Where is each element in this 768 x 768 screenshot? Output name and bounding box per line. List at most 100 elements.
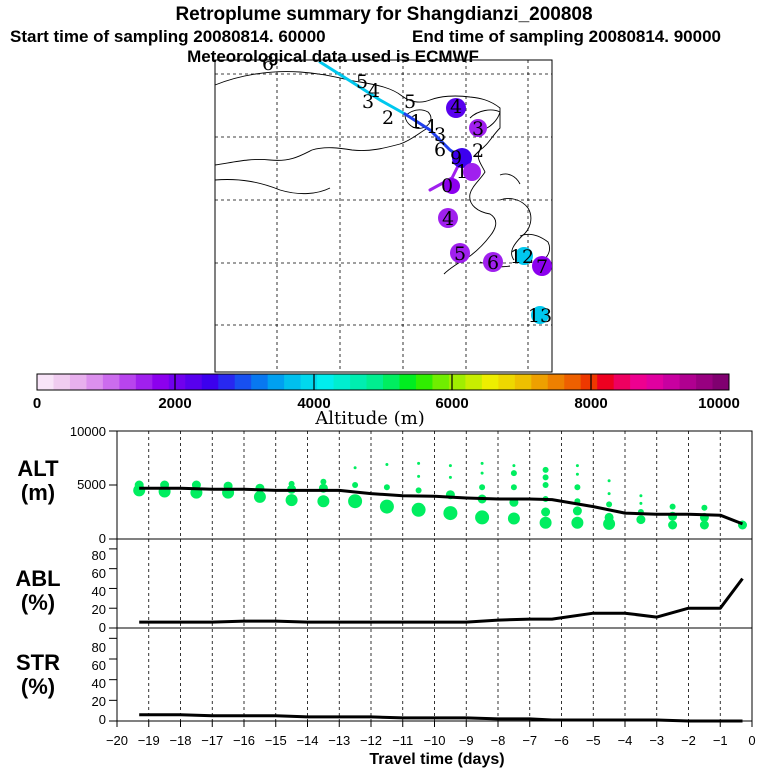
day-label: 4 [442, 208, 454, 230]
colorbar-cell [415, 374, 433, 390]
x-tick-label: −11 [392, 733, 413, 748]
altitude-dot [353, 466, 357, 470]
colorbar: 0 2000 4000 6000 8000 10000 Altitude (m) [33, 373, 740, 429]
altitude-dot [512, 464, 516, 468]
altitude-dot [379, 499, 394, 514]
day-label: 9 [450, 147, 462, 169]
x-tick-label: −8 [491, 733, 506, 748]
start-time-text: Start time of sampling 20080814. 60000 [10, 27, 326, 46]
altitude-dot [603, 517, 616, 530]
timeseries-panels: ALT (m) ABL (%) STR (%) 10000 5000 0 80 … [15, 424, 755, 768]
colorbar-tick-label: 10000 [698, 395, 740, 412]
altitude-dot [669, 503, 676, 510]
altitude-dot [701, 504, 708, 511]
colorbar-cell [399, 374, 417, 390]
abl-panel-unit: (%) [21, 590, 55, 615]
cluster-dot [452, 148, 472, 168]
altitude-dot [417, 474, 421, 478]
colorbar-tick-label: 0 [33, 395, 41, 412]
abl-y-ticks: 80 60 40 20 0 [92, 548, 106, 635]
abl-panel-label: ABL [15, 566, 60, 591]
colorbar-cell [630, 374, 648, 390]
y-tick-label: 0 [99, 620, 106, 635]
y-tick-label: 80 [92, 548, 106, 563]
colorbar-cell [135, 374, 153, 390]
altitude-dot [479, 484, 486, 491]
colorbar-cell [168, 374, 186, 390]
day-label: 3 [362, 91, 374, 113]
colorbar-cell [234, 374, 252, 390]
altitude-dot [636, 515, 646, 525]
vertical-gridlines [148, 431, 721, 721]
colorbar-cell [531, 374, 549, 390]
altitude-dot [320, 478, 327, 485]
str-panel-unit: (%) [21, 674, 55, 699]
altitude-dot [383, 484, 390, 491]
x-tick-label: −12 [360, 733, 382, 748]
colorbar-cell [663, 374, 680, 390]
altitude-dot [668, 520, 678, 530]
x-tick-label: −16 [233, 733, 255, 748]
day-label: 13 [528, 305, 552, 327]
colorbar-cell [514, 374, 532, 390]
colorbar-cell [284, 374, 302, 390]
altitude-dot [507, 512, 520, 525]
colorbar-cell [350, 374, 367, 390]
altitude-dot [574, 484, 581, 491]
trajectory-dots [438, 98, 552, 324]
colorbar-cell [646, 374, 664, 390]
x-tick-label: −13 [328, 733, 350, 748]
altitude-dot [575, 464, 579, 468]
colorbar-cell [580, 374, 598, 390]
cluster-dot [438, 208, 458, 228]
alt-panel-label: ALT [17, 456, 59, 481]
x-tick-label: −10 [423, 733, 445, 748]
series-line-alt [139, 486, 744, 526]
x-axis-label: Travel time (days) [369, 751, 504, 768]
day-label: 5 [404, 91, 416, 113]
day-label: 6 [434, 139, 446, 161]
cluster-dot [450, 243, 470, 263]
colorbar-cell [185, 374, 203, 390]
colorbar-cell [547, 374, 565, 390]
altitude-dot [607, 479, 611, 483]
altitude-dot [542, 466, 549, 473]
colorbar-cell [251, 374, 269, 390]
colorbar-cell [564, 374, 582, 390]
alt-panel-unit: (m) [21, 480, 55, 505]
altitude-dot [510, 484, 517, 491]
altitude-dot [417, 461, 421, 465]
colorbar-cells [37, 374, 730, 390]
day-label: 1 [456, 161, 468, 183]
colorbar-tick-label: 6000 [435, 395, 468, 412]
altitude-dot [385, 463, 389, 466]
day-label: 2 [382, 107, 394, 129]
altitude-dot [699, 520, 709, 530]
colorbar-cell [432, 374, 450, 390]
y-tick-label: 20 [92, 602, 106, 617]
day-label: 1 [426, 116, 438, 138]
day-label: 4 [368, 80, 380, 102]
x-tick-label: −3 [649, 733, 664, 748]
day-label: 4 [450, 96, 462, 118]
altitude-dot [604, 512, 614, 522]
day-label: 6 [487, 252, 499, 274]
cluster-dot [515, 247, 533, 265]
colorbar-cell [300, 374, 318, 390]
x-tick-label: −4 [618, 733, 633, 748]
colorbar-cell [481, 374, 499, 390]
end-time-text: End time of sampling 20080814. 90000 [412, 27, 721, 46]
day-label: 7 [536, 256, 548, 278]
altitude-dot [572, 506, 582, 516]
day-label: 5 [454, 243, 466, 265]
day-label: 1 [410, 111, 422, 133]
colorbar-cell [53, 374, 71, 390]
colorbar-cell [317, 374, 334, 390]
colorbar-cell [119, 374, 137, 390]
colorbar-tick-label: 8000 [574, 395, 607, 412]
altitude-dot [448, 464, 452, 468]
y-tick-label: 60 [92, 658, 106, 673]
x-tick-label: −7 [522, 733, 537, 748]
